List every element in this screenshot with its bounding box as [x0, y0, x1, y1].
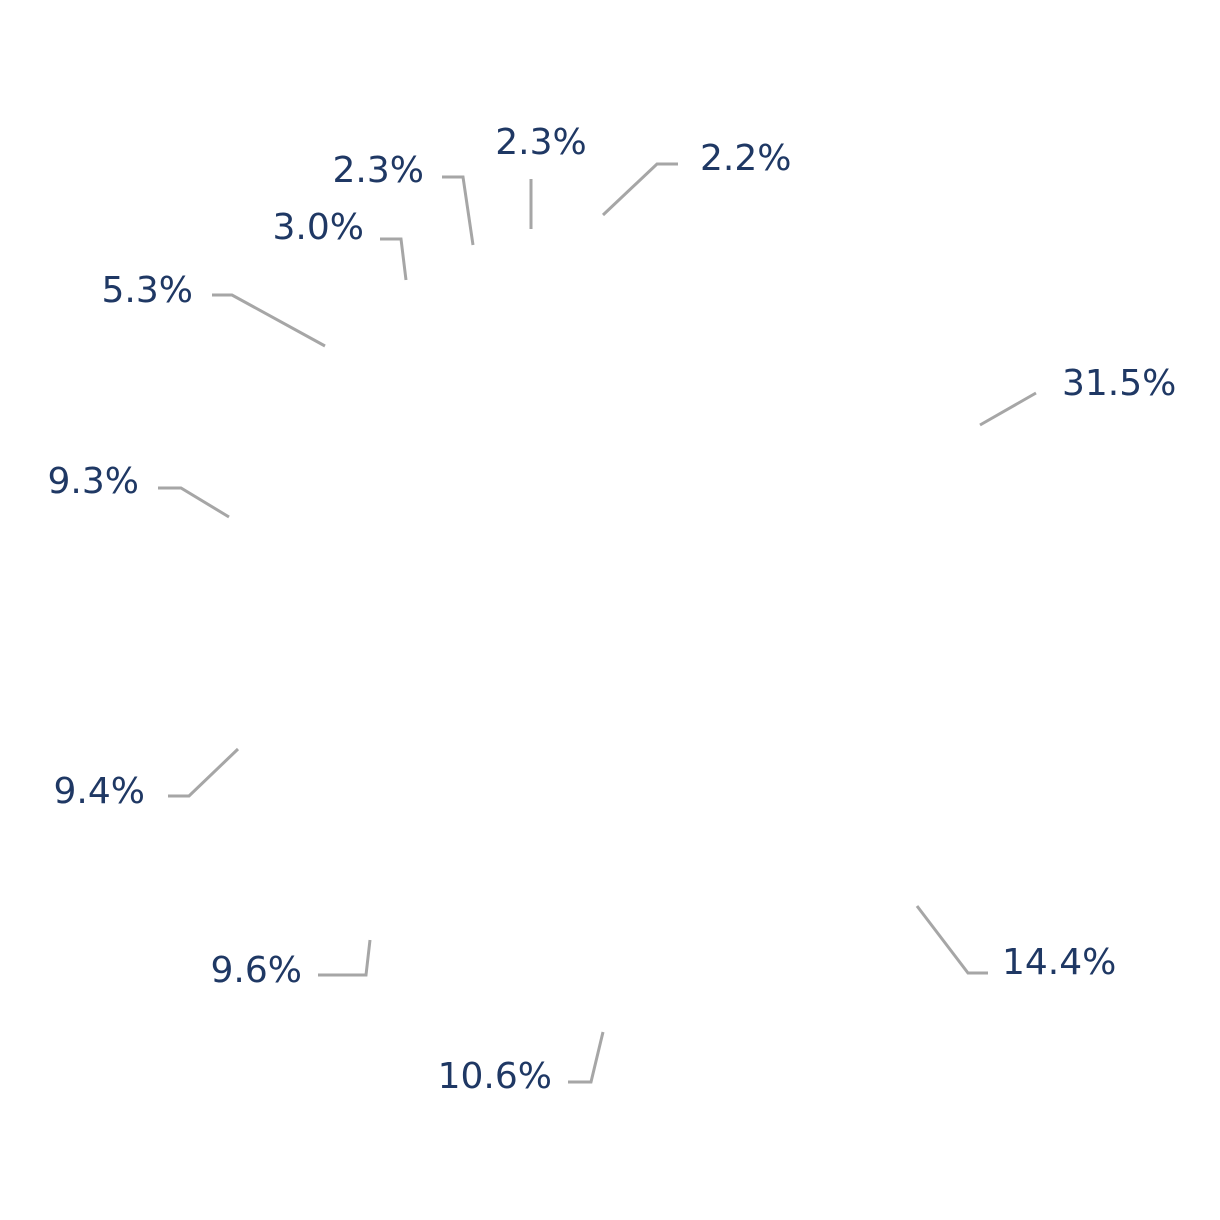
pie-slice [209, 594, 614, 823]
slice-label: 9.6% [211, 950, 302, 991]
slice-label: 31.5% [1062, 363, 1176, 404]
slice-label: 9.4% [54, 771, 145, 812]
pie-slice [283, 282, 611, 611]
leader-line [979, 391, 1037, 427]
slice-label: 5.3% [102, 270, 193, 311]
leader-line [601, 162, 678, 217]
pie-slice [448, 606, 713, 1011]
slice-labels: 31.5% 14.4% 10.6% 9.6% 9.4% 9.3% 5.3% 3.0% 2.3% 2… [48, 122, 1177, 1097]
slice-label: 2.3% [495, 122, 586, 163]
slice-label: 3.0% [273, 207, 364, 248]
slice-label: 9.3% [48, 461, 139, 502]
slice-label: 2.3% [333, 150, 424, 191]
leader-line [318, 939, 372, 977]
leader-line [168, 747, 240, 798]
leader-lines [158, 162, 1037, 1084]
leader-line [158, 486, 230, 519]
slice-label: 2.2% [700, 138, 791, 179]
pie-slice [608, 608, 979, 999]
slice-label: 14.4% [1002, 942, 1116, 983]
pie-slice [609, 208, 1012, 771]
slice-label: 10.6% [438, 1056, 552, 1097]
pie-slice [209, 375, 614, 612]
pie-slices [209, 208, 1012, 1011]
leader-line [380, 237, 408, 281]
leader-line [212, 293, 326, 348]
pie-slice [268, 607, 613, 978]
leader-line [915, 905, 988, 975]
leader-line [442, 175, 475, 246]
leader-line [568, 1031, 605, 1084]
